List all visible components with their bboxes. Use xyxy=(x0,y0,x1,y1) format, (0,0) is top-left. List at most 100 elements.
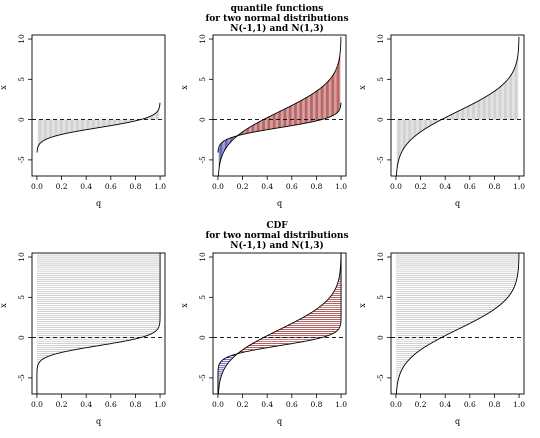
panel-2-1-y-tick-label: -5 xyxy=(17,374,26,382)
panel-1-3-frame xyxy=(390,34,525,177)
panel-2-3-frame xyxy=(390,252,525,395)
panel-2-1-curve-n-1-1 xyxy=(36,253,161,394)
panel-2-1: 0.0 0.2 0.4 0.6 0.8 1.0 -5 0 5 10 q x xyxy=(0,252,166,426)
panel-1-3-x-tick-label: 1.0 xyxy=(513,182,525,191)
panel-1-2: 0.0 0.2 0.4 0.6 0.8 1.0 -5 0 5 10 q x xyxy=(180,34,347,208)
panel-1-2-ylabel: x xyxy=(180,85,189,90)
panel-1-1: 0.0 0.2 0.4 0.6 0.8 1.0 -5 0 5 10 q x xyxy=(0,34,166,208)
panel-2-3-y-tick-label: 0 xyxy=(376,335,385,340)
panel-2-3-x-tick-label: 1.0 xyxy=(513,400,525,409)
panel-2-2-x-tick-label: 0.6 xyxy=(286,400,298,409)
panel-1-1-x-tick-label: 0.0 xyxy=(31,182,43,191)
panel-2-1-ylabel: x xyxy=(0,303,8,308)
panel-2-3-x-tick-label: 0.8 xyxy=(488,400,500,409)
panel-2-3-x-tick-label: 0.6 xyxy=(464,400,476,409)
panel-1-1-ylabel: x xyxy=(0,85,8,90)
panel-2-2-plot-area xyxy=(213,253,346,394)
panel-2-1-xlabel: q xyxy=(96,417,101,426)
row-2-title: CDF for two normal distributions N(-1,1)… xyxy=(205,221,348,251)
panel-2-1-y-tick-label: 5 xyxy=(17,295,26,300)
panel-2-2-x-tick-label: 1.0 xyxy=(335,400,347,409)
panel-2-3-y-tick-label: -5 xyxy=(376,374,385,382)
panel-1-1-y-tick-label: -5 xyxy=(17,156,26,164)
row-2-title-line-1: CDF xyxy=(266,221,288,231)
panel-1-3-curve-n-1-3 xyxy=(395,36,520,176)
panel-1-3-ylabel: x xyxy=(358,85,367,90)
row-1-title: quantile functions for two normal distri… xyxy=(205,4,348,34)
panel-1-1-x-tick-label: 1.0 xyxy=(154,182,166,191)
panel-1-1-xlabel: q xyxy=(96,199,101,208)
panel-1-2-xlabel: q xyxy=(277,199,282,208)
panel-2-3-x-tick-label: 0.2 xyxy=(415,400,427,409)
panel-1-1-y-tick-label: 5 xyxy=(17,77,26,82)
panel-2-1-x-tick-label: 0.2 xyxy=(56,400,68,409)
panel-1-1-plot-area xyxy=(32,102,165,153)
row-2-title-line-2: for two normal distributions xyxy=(205,231,348,241)
row-1-title-line-2: for two normal distributions xyxy=(205,14,348,24)
panel-2-1-x-tick-label: 0.4 xyxy=(80,400,92,409)
panel-1-3-y-tick-label: 0 xyxy=(376,117,385,122)
panel-2-2-ylabel: x xyxy=(180,303,189,308)
panel-2-2-frame xyxy=(212,252,347,395)
panel-2-2-x-tick-label: 0.0 xyxy=(212,400,224,409)
panel-2-1-y-tick-label: 0 xyxy=(17,335,26,340)
panels: 0.00.20.40.60.81.0-50510qx0.00.20.40.60.… xyxy=(0,34,525,426)
panel-1-3-x-tick-label: 0.4 xyxy=(439,182,451,191)
panel-2-1-x-tick-label: 0.6 xyxy=(105,400,117,409)
panel-1-1-y-tick-label: 10 xyxy=(17,34,26,44)
panel-1-1-x-tick-label: 0.2 xyxy=(56,182,68,191)
panel-2-2-x-tick-label: 0.4 xyxy=(261,400,273,409)
panel-2-3-plot-area xyxy=(391,253,524,394)
panel-1-1-y-tick-label: 0 xyxy=(17,117,26,122)
panel-2-3-curve-n-1-3 xyxy=(395,253,520,394)
panel-1-1-frame xyxy=(31,34,166,177)
panel-2-3-xlabel: q xyxy=(455,417,460,426)
panel-1-2-curve-n-1-3 xyxy=(217,36,342,176)
panel-2-1-plot-area xyxy=(32,253,165,394)
panel-1-3-x-tick-label: 0.6 xyxy=(464,182,476,191)
panel-1-1-x-tick-label: 0.8 xyxy=(129,182,141,191)
panel-2-2: 0.0 0.2 0.4 0.6 0.8 1.0 -5 0 5 10 q x xyxy=(180,252,347,426)
panel-2-2-y-tick-label: -5 xyxy=(198,374,207,382)
panel-2-3-y-tick-label: 10 xyxy=(376,252,385,262)
panel-1-2-x-tick-label: 1.0 xyxy=(335,182,347,191)
panel-2-3: 0.0 0.2 0.4 0.6 0.8 1.0 -5 0 5 10 q x xyxy=(358,252,525,426)
panel-1-3-x-tick-label: 0.0 xyxy=(390,182,402,191)
panel-1-3-plot-area xyxy=(391,36,524,176)
panel-2-3-x-tick-label: 0.4 xyxy=(439,400,451,409)
panel-2-2-xlabel: q xyxy=(277,417,282,426)
panel-1-2-x-tick-label: 0.4 xyxy=(261,182,273,191)
panel-1-3-xlabel: q xyxy=(455,199,460,208)
panel-1-3-x-tick-label: 0.8 xyxy=(488,182,500,191)
row-1-title-line-3: N(-1,1) and N(1,3) xyxy=(230,23,323,34)
panel-2-2-y-tick-label: 10 xyxy=(198,252,207,262)
panel-1-2-y-tick-label: -5 xyxy=(198,156,207,164)
panel-2-2-x-tick-label: 0.8 xyxy=(310,400,322,409)
panel-2-3-y-tick-label: 5 xyxy=(376,295,385,300)
panel-1-2-y-tick-label: 10 xyxy=(198,34,207,44)
panel-1-2-y-tick-label: 0 xyxy=(198,117,207,122)
panel-2-2-y-tick-label: 5 xyxy=(198,295,207,300)
row-1-title-line-1: quantile functions xyxy=(231,4,324,14)
panel-1-2-x-tick-label: 0.2 xyxy=(237,182,249,191)
panel-2-3-ylabel: x xyxy=(358,303,367,308)
panel-2-1-x-tick-label: 0.0 xyxy=(31,400,43,409)
panel-2-3-x-tick-label: 0.0 xyxy=(390,400,402,409)
panel-1-1-x-tick-label: 0.6 xyxy=(105,182,117,191)
panel-2-1-frame xyxy=(31,252,166,395)
panel-1-2-plot-area xyxy=(213,36,346,176)
panel-1-2-frame xyxy=(212,34,347,177)
panel-1-3-y-tick-label: 5 xyxy=(376,77,385,82)
row-2-title-line-3: N(-1,1) and N(1,3) xyxy=(230,240,323,251)
panel-1-3-y-tick-label: -5 xyxy=(376,156,385,164)
panel-1-3: 0.0 0.2 0.4 0.6 0.8 1.0 -5 0 5 10 q x xyxy=(358,34,525,208)
panel-2-1-y-tick-label: 10 xyxy=(17,252,26,262)
panel-2-1-x-tick-label: 1.0 xyxy=(154,400,166,409)
panel-2-2-curve-n-1-1 xyxy=(217,253,342,394)
panel-2-2-y-tick-label: 0 xyxy=(198,335,207,340)
panel-2-1-x-tick-label: 0.8 xyxy=(129,400,141,409)
panel-2-2-curve-n-1-3 xyxy=(217,253,342,394)
panel-1-3-y-tick-label: 10 xyxy=(376,34,385,44)
panel-1-2-x-tick-label: 0.6 xyxy=(286,182,298,191)
